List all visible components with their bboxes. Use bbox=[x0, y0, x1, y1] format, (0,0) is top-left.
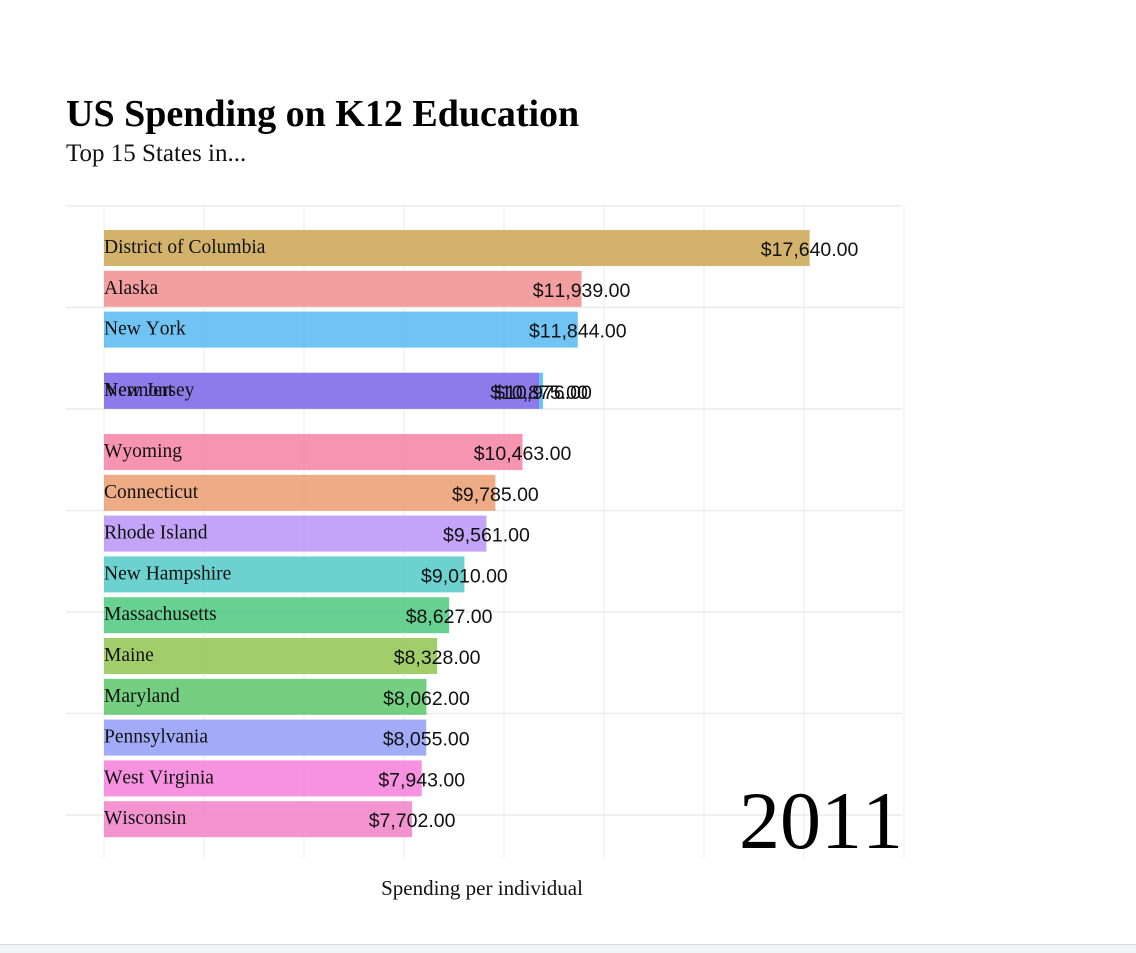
category-label: Vermont bbox=[104, 380, 174, 401]
page-bottom-border bbox=[0, 944, 1136, 953]
value-label: $11,939.00 bbox=[533, 280, 631, 302]
bar bbox=[104, 311, 578, 348]
category-label: Massachusetts bbox=[104, 604, 217, 625]
category-label: District of Columbia bbox=[104, 237, 266, 258]
category-label: Maryland bbox=[104, 686, 180, 707]
value-label: $8,055.00 bbox=[383, 729, 470, 751]
bar bbox=[104, 556, 465, 593]
bar bbox=[104, 638, 438, 674]
value-label: $10,875.00 bbox=[490, 382, 588, 404]
value-label: $8,062.00 bbox=[383, 688, 470, 710]
bar bbox=[104, 678, 427, 715]
category-label: Connecticut bbox=[104, 482, 199, 503]
value-label: $10,976.00 bbox=[494, 382, 592, 404]
value-label: $10,463.00 bbox=[474, 443, 572, 465]
bar bbox=[104, 801, 413, 838]
x-axis-label: Spending per individual bbox=[381, 876, 583, 900]
value-label: $17,640.00 bbox=[761, 239, 859, 261]
bar bbox=[104, 515, 487, 552]
category-label: New York bbox=[104, 319, 186, 340]
value-label: $7,702.00 bbox=[369, 810, 456, 832]
bars bbox=[104, 230, 810, 838]
value-label: $11,844.00 bbox=[529, 321, 627, 343]
category-label: Rhode Island bbox=[104, 523, 208, 544]
chart-title: US Spending on K12 Education bbox=[66, 93, 580, 135]
category-label: Pennsylvania bbox=[104, 727, 208, 748]
category-label: Wisconsin bbox=[104, 808, 187, 829]
category-labels: District of Columbia Alaska New York New Je… bbox=[104, 237, 266, 829]
category-label: New Jersey bbox=[104, 380, 195, 401]
value-label: $7,943.00 bbox=[378, 769, 465, 791]
value-label: $9,785.00 bbox=[452, 484, 539, 506]
value-label: $8,328.00 bbox=[394, 647, 481, 669]
value-label: $9,010.00 bbox=[421, 565, 508, 587]
value-labels: $17,640.00 $11,939.00 $11,844.00 $10,976.00… bbox=[369, 239, 859, 832]
bar bbox=[104, 719, 427, 756]
bar bbox=[104, 434, 523, 470]
category-label: New Hampshire bbox=[104, 563, 231, 584]
bar bbox=[104, 597, 450, 634]
category-label: Alaska bbox=[104, 278, 158, 299]
category-label: West Virginia bbox=[104, 767, 214, 788]
bar bbox=[104, 372, 539, 409]
bar bbox=[104, 760, 422, 797]
bar bbox=[104, 230, 810, 266]
chart-subtitle: Top 15 States in... bbox=[66, 140, 247, 167]
value-label: $8,627.00 bbox=[406, 606, 493, 628]
bar bbox=[104, 270, 582, 307]
value-label: $9,561.00 bbox=[443, 525, 530, 547]
year-label: 2011 bbox=[739, 775, 903, 866]
category-label: Wyoming bbox=[104, 441, 182, 462]
category-label: Maine bbox=[104, 645, 154, 666]
bar bbox=[104, 474, 496, 511]
